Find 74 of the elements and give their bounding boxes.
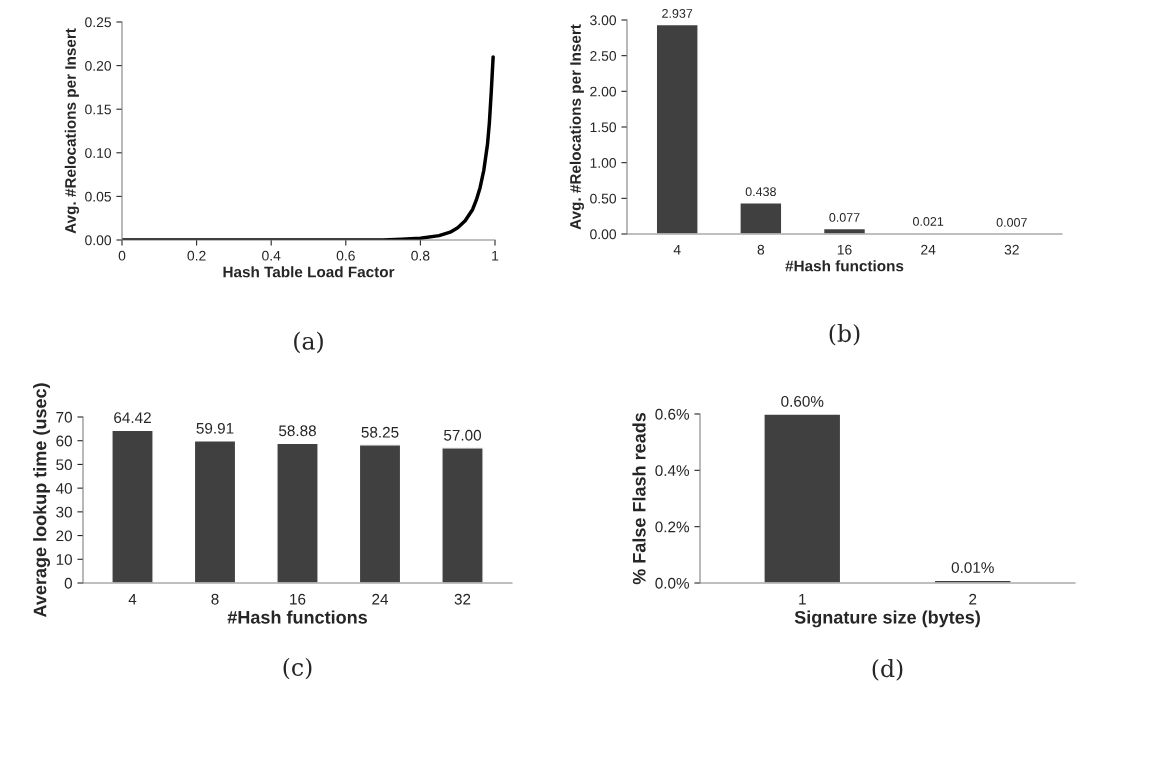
x-axis-title: Hash Table Load Factor [223, 266, 395, 278]
y-tick-label: 0.4% [655, 465, 690, 477]
y-tick-label: 70 [56, 411, 72, 423]
y-tick-label: 2.00 [590, 86, 617, 97]
y-axis-title: Avg. #Relocations per Insert [569, 24, 584, 230]
bar [111, 429, 154, 583]
y-tick-label: 1.00 [590, 158, 617, 168]
y-axis-title: % False Flash reads [632, 412, 646, 585]
y-tick-label: 0.20 [85, 60, 112, 71]
y-axis-title: Avg. #Relocations per Insert [64, 28, 79, 234]
y-tick-label: 0.00 [590, 229, 617, 240]
y-tick-label: 0.0% [655, 577, 690, 589]
x-tick-label: 16 [837, 244, 852, 255]
y-tick-label: 0.10 [85, 148, 112, 158]
data-label: 57.00 [444, 429, 482, 441]
x-tick-label: 1 [492, 250, 499, 261]
data-label: 0.077 [829, 213, 860, 222]
y-tick-label: 2.50 [590, 51, 617, 61]
text: (a) [294, 331, 323, 354]
x-tick-label: 8 [757, 244, 765, 255]
x-tick-label: 32 [1004, 244, 1019, 255]
bar [276, 442, 319, 583]
data-label: 0.021 [913, 217, 944, 226]
data-label: 58.88 [279, 425, 316, 437]
y-tick-label: 0.15 [85, 104, 111, 115]
x-tick-label: 32 [454, 593, 471, 605]
y-tick-label: 0.05 [85, 191, 111, 202]
y-tick-label: 0.2% [655, 521, 690, 533]
text: (d) [872, 659, 903, 681]
y-tick-label: 3.00 [590, 15, 617, 26]
y-tick-label: 10 [56, 554, 72, 565]
x-tick-label: 4 [128, 593, 137, 605]
y-tick-label: 0.6% [655, 408, 690, 420]
y-tick-label: 50 [56, 459, 72, 471]
bar [193, 440, 237, 583]
x-axis-title: #Hash functions [227, 610, 367, 624]
y-tick-label: 0.00 [85, 235, 112, 246]
data-label: 0.60% [781, 395, 824, 407]
x-tick-label: 0.4 [262, 250, 281, 261]
data-label: 64.42 [114, 412, 151, 424]
x-tick-label: 16 [290, 593, 306, 605]
x-axis-title: Signature size (bytes) [794, 610, 980, 628]
y-tick-label: 20 [56, 530, 72, 542]
data-label: 0.007 [996, 218, 1027, 227]
bar [358, 444, 402, 583]
bar [655, 23, 699, 234]
bar [441, 447, 484, 583]
y-tick-label: 30 [56, 506, 72, 518]
y-tick-label: 60 [56, 435, 72, 447]
x-tick-label: 0 [118, 250, 126, 261]
y-tick-label: 40 [55, 483, 72, 494]
x-tick-label: 8 [211, 593, 219, 605]
text: (c) [283, 657, 312, 680]
y-tick-label: 0 [64, 577, 72, 589]
text: (b) [829, 323, 860, 346]
data-label: 59.91 [196, 422, 234, 434]
y-tick-label: 0.25 [85, 17, 111, 28]
x-tick-label: 1 [799, 593, 806, 605]
x-axis-title: #Hash functions [785, 260, 904, 272]
data-label: 0.438 [745, 187, 776, 197]
y-tick-label: 0.50 [590, 193, 617, 204]
data-label: 0.01% [951, 562, 994, 573]
x-tick-label: 4 [673, 244, 681, 255]
data-label: 58.25 [361, 426, 399, 438]
x-tick-label: 0.8 [411, 250, 430, 261]
x-tick-label: 2 [969, 593, 977, 605]
y-tick-label: 1.50 [590, 122, 617, 133]
y-axis-title: Average lookup time (usec) [33, 383, 51, 618]
x-tick-label: 24 [372, 593, 389, 605]
x-tick-label: 0.2 [187, 250, 206, 261]
data-label: 2.937 [662, 9, 693, 18]
bar [739, 202, 783, 234]
x-tick-label: 24 [921, 244, 936, 255]
x-tick-label: 0.6 [336, 250, 355, 261]
